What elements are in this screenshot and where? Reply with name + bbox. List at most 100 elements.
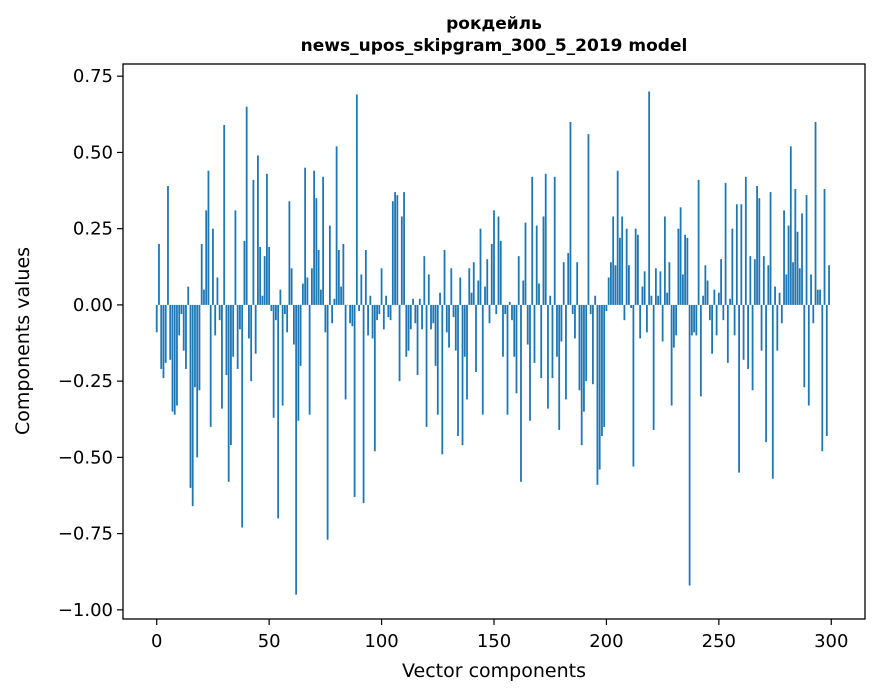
bar-component-220 [650,295,653,305]
bar-component-193 [589,304,592,315]
bar-component-94 [367,304,369,336]
chart-title: рокдейль [446,14,542,34]
bar-component-18 [196,304,199,458]
bar-component-5 [167,185,169,305]
bar-component-22 [205,210,208,305]
bar-component-33 [230,304,232,446]
bar-component-202 [610,262,612,305]
bar-component-199 [603,304,606,427]
bar-component-41 [248,304,250,339]
bar-component-213 [634,228,637,305]
bar-component-97 [373,304,376,452]
bar-component-248 [713,289,716,305]
bar-component-244 [704,265,707,305]
bar-component-237 [688,304,691,586]
bar-component-110 [403,192,405,305]
bar-component-165 [526,304,529,345]
bar-component-209 [625,228,628,305]
bar-component-126 [439,292,441,305]
y-tick-label: 0.00 [73,295,113,316]
bar-component-262 [744,176,747,305]
bar-component-82 [340,286,342,305]
bar-component-296 [821,304,824,452]
bar-component-101 [382,304,385,330]
bar-component-142 [475,304,477,372]
bar-component-56 [281,304,284,406]
bar-component-260 [740,204,743,305]
bar-component-39 [243,240,246,305]
bar-component-254 [726,304,729,363]
bar-component-167 [531,176,534,305]
bar-component-278 [780,304,783,324]
bar-component-7 [171,304,174,412]
bar-component-35 [234,210,237,305]
bar-component-13 [185,304,187,369]
bar-component-100 [380,268,383,305]
bar-component-204 [614,265,617,305]
bar-component-14 [187,286,190,305]
bar-component-49 [266,173,268,305]
bar-component-163 [522,280,525,305]
y-axis-label: Components values [12,247,34,435]
bar-component-69 [310,268,313,305]
bar-component-182 [565,304,567,400]
bar-component-205 [616,170,619,305]
bar-component-289 [805,195,808,305]
bar-component-4 [164,304,167,363]
bar-component-109 [400,216,403,305]
bar-component-216 [641,286,644,305]
bar-component-19 [198,304,201,391]
bar-component-265 [751,304,754,391]
bar-component-25 [212,228,214,305]
bar-component-292 [812,304,815,324]
bar-component-98 [376,304,378,321]
bar-component-92 [362,304,365,504]
bar-component-255 [729,298,731,305]
bar-component-78 [331,304,334,324]
bar-component-177 [553,176,556,305]
bar-component-201 [607,277,610,305]
bar-component-242 [699,304,702,397]
x-tick-label: 200 [589,631,623,652]
x-tick-label: 300 [814,631,848,652]
bar-component-86 [349,304,351,324]
bar-component-77 [328,225,331,305]
bar-component-290 [807,304,810,406]
bar-component-31 [225,304,228,376]
bar-component-235 [684,234,687,305]
bar-component-261 [742,304,745,360]
bar-component-298 [825,304,828,437]
bar-component-203 [612,216,615,305]
bar-component-128 [443,250,446,305]
bar-component-206 [619,237,621,305]
bar-component-264 [749,256,752,305]
bar-component-198 [601,304,603,437]
bar-component-162 [520,304,522,482]
x-tick-label: 250 [702,631,736,652]
bar-component-127 [441,304,444,455]
bar-component-129 [445,304,448,333]
bar-component-227 [666,292,669,305]
bar-component-122 [430,304,432,330]
bar-component-136 [461,304,464,446]
bar-component-284 [794,189,797,305]
bar-component-253 [724,182,727,305]
bar-component-29 [221,304,223,409]
bar-component-75 [324,304,327,333]
bar-component-258 [735,204,738,305]
bar-component-187 [576,262,579,305]
y-tick-label: −1.00 [58,600,113,621]
bar-component-219 [648,91,651,305]
bar-component-268 [758,198,761,305]
bar-component-62 [295,304,298,595]
bar-component-36 [236,304,239,369]
bar-component-228 [668,262,671,305]
bar-component-225 [661,304,664,342]
bar-component-140 [470,292,473,305]
bar-component-48 [263,256,266,305]
bar-component-46 [259,246,262,305]
bar-component-208 [623,304,626,321]
bar-component-188 [578,304,581,391]
bar-component-295 [819,289,821,305]
